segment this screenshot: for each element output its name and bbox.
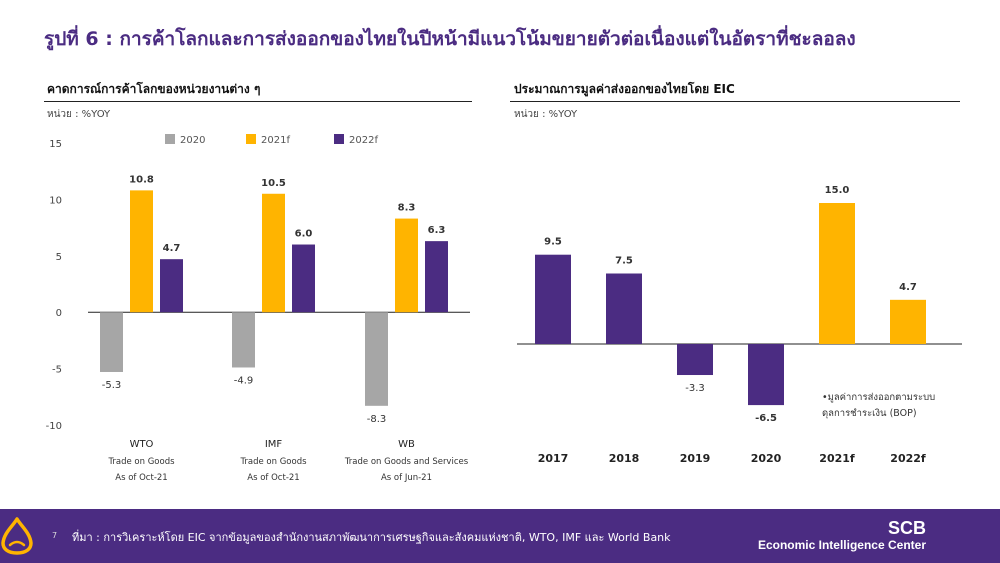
data-label: -8.3	[367, 414, 387, 425]
data-label: 8.3	[398, 203, 416, 214]
category-sublabel: As of Jun-21	[381, 473, 432, 483]
bar	[100, 312, 123, 372]
thai-export-forecast-chart: 9.5 2017 7.5 2018 -3.3 2019 -6.5 2020 15.0 2021f 4…	[517, 185, 962, 465]
data-label: 6.0	[295, 229, 313, 240]
page-title: รูปที่ 6 : การค้าโลกและการส่งออกของไทยใน…	[44, 28, 856, 50]
data-label: 7.5	[615, 256, 633, 267]
data-label: 15.0	[825, 185, 850, 196]
legend-label: 2020	[180, 135, 205, 146]
category-label: 2018	[609, 452, 640, 465]
category-label: 2019	[680, 452, 711, 465]
bar	[232, 312, 255, 368]
bop-note-line1: •มูลค่าการส่งออกตามระบบ	[822, 392, 936, 403]
category-sublabel: Trade on Goods	[107, 457, 175, 467]
data-label: -3.3	[685, 383, 705, 394]
legend-label: 2021f	[261, 135, 290, 146]
bar	[262, 193, 285, 313]
bar	[425, 241, 448, 313]
bar	[748, 344, 784, 406]
legend-swatch	[334, 134, 344, 144]
footer-bar: 7 ที่มา : การวิเคราะห์โดย EIC จากข้อมูลข…	[0, 509, 1000, 563]
brand-subtitle: Economic Intelligence Center	[757, 538, 926, 552]
right-panel-rule	[510, 101, 960, 102]
data-label: -6.5	[755, 413, 777, 424]
category-label: 2022f	[890, 452, 926, 465]
category-sublabel: Trade on Goods and Services	[344, 457, 469, 467]
right-panel-title: ประมาณการมูลค่าส่งออกของไทยโดย EIC	[514, 82, 735, 96]
y-tick-label: 5	[56, 252, 62, 263]
y-tick-label: 15	[49, 139, 62, 150]
scb-logo-icon	[1, 517, 33, 555]
left-panel-title: คาดการณ์การค้าโลกของหน่วยงานต่าง ๆ	[47, 82, 261, 96]
bar	[130, 190, 153, 313]
category-label: WTO	[130, 439, 154, 450]
y-tick-label: 10	[49, 195, 62, 206]
page-number: 7	[52, 531, 58, 540]
legend-swatch	[246, 134, 256, 144]
source-note: ที่มา : การวิเคราะห์โดย EIC จากข้อมูลของ…	[72, 531, 671, 544]
y-tick-label: 0	[56, 308, 62, 319]
category-label: 2017	[538, 452, 569, 465]
data-label: 6.3	[428, 225, 446, 236]
brand-name: SCB	[887, 518, 926, 538]
left-panel-unit: หน่วย : %YOY	[47, 109, 111, 120]
data-label: 10.8	[129, 174, 154, 185]
bar	[819, 203, 855, 344]
bar	[535, 254, 571, 344]
data-label: 10.5	[261, 178, 286, 189]
category-label: IMF	[265, 439, 283, 450]
bar	[395, 218, 418, 313]
brand-block: SCB Economic Intelligence Center	[758, 518, 926, 552]
legend-label: 2022f	[349, 135, 378, 146]
data-label: 4.7	[899, 282, 917, 293]
category-label: 2021f	[819, 452, 855, 465]
category-label: WB	[398, 439, 415, 450]
bar	[365, 312, 388, 406]
bar	[890, 299, 926, 344]
y-tick-label: -5	[52, 365, 62, 376]
data-label: 4.7	[163, 243, 181, 254]
data-label: -5.3	[102, 380, 122, 391]
category-sublabel: As of Oct-21	[247, 473, 299, 483]
data-label: 9.5	[544, 237, 562, 248]
category-sublabel: As of Oct-21	[115, 473, 167, 483]
bop-note-line2: ดุลการชำระเงิน (BOP)	[822, 408, 917, 419]
legend-swatch	[165, 134, 175, 144]
bar	[292, 244, 315, 313]
bop-note: •มูลค่าการส่งออกตามระบบ ดุลการชำระเงิน (…	[822, 390, 962, 422]
right-panel-unit: หน่วย : %YOY	[514, 109, 578, 120]
bar	[160, 259, 183, 313]
bar	[606, 273, 642, 344]
category-sublabel: Trade on Goods	[239, 457, 307, 467]
category-label: 2020	[751, 452, 782, 465]
bar	[677, 344, 713, 376]
data-label: -4.9	[234, 375, 254, 386]
world-trade-forecast-chart: 15 10 5 0 -5 -10 2020 2021f 2022f -5.3 10.8 4.7 WTO T…	[46, 134, 470, 483]
left-panel-rule	[44, 101, 472, 102]
y-tick-label: -10	[46, 421, 62, 432]
